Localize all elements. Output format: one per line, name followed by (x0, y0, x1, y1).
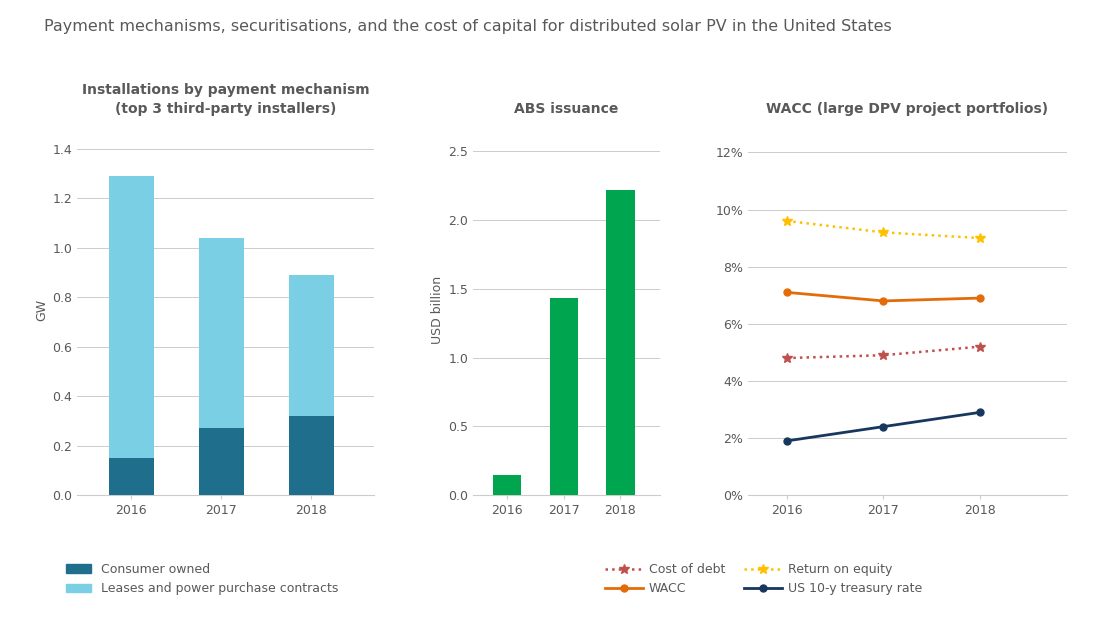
Bar (550, 298, 578, 495)
Bar (109, 458, 154, 495)
Bar (288, 416, 333, 495)
Y-axis label: USD billion: USD billion (431, 275, 444, 344)
Bar (606, 190, 635, 495)
Legend: Cost of debt, WACC, Return on equity, US 10-y treasury rate: Cost of debt, WACC, Return on equity, US… (601, 558, 927, 600)
Title: WACC (large DPV project portfolios): WACC (large DPV project portfolios) (767, 102, 1048, 116)
Legend: Consumer owned, Leases and power purchase contracts: Consumer owned, Leases and power purchas… (62, 558, 343, 600)
Bar (493, 475, 521, 495)
Bar (109, 176, 154, 458)
Bar (288, 275, 333, 416)
Bar (198, 238, 243, 428)
Bar (198, 428, 243, 495)
Title: Installations by payment mechanism
(top 3 third-party installers): Installations by payment mechanism (top … (81, 84, 370, 116)
Title: ABS issuance: ABS issuance (515, 102, 618, 116)
Y-axis label: GW: GW (35, 298, 48, 321)
Text: Payment mechanisms, securitisations, and the cost of capital for distributed sol: Payment mechanisms, securitisations, and… (44, 19, 892, 33)
